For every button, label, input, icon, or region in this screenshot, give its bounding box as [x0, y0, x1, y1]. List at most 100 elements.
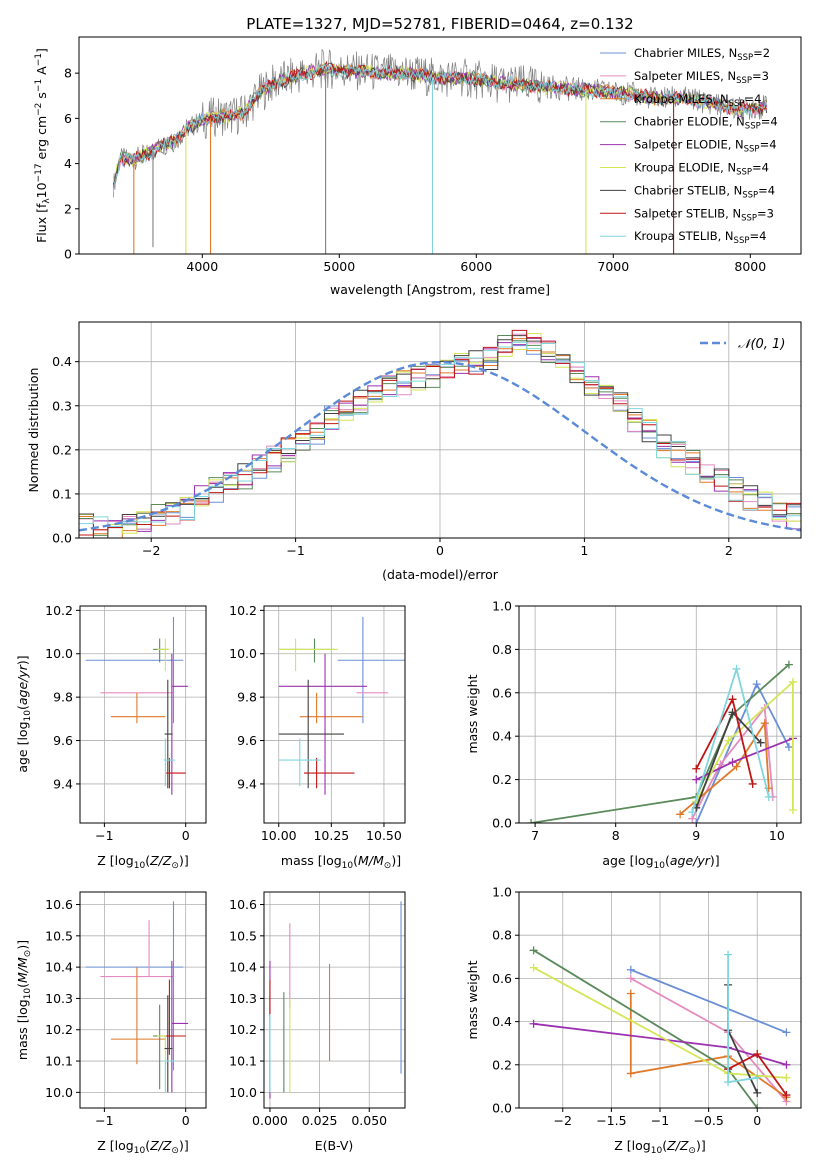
y-tick-label: 8 [64, 66, 72, 81]
x-axis-label: (data-model)/error [382, 567, 499, 582]
x-tick-label: 0 [182, 828, 190, 843]
plot-area [79, 329, 801, 538]
weight-marker-chabrier_stelib [753, 1088, 762, 1097]
y-tick-label: 0.1 [52, 486, 72, 501]
x-tick-label: 9 [692, 828, 700, 843]
weight-vs-age-panel: 7 8 9 10 0.0 0.2 0.4 0.6 0.8 1.0 age [log10(age/yr… [465, 599, 802, 871]
weight-marker-kroupa_elodie [782, 1073, 791, 1082]
x-tick-label: −2 [142, 543, 160, 558]
weight-marker-kroupa_miles [626, 989, 635, 998]
y-tick-label: 0.6 [492, 685, 512, 700]
plot-area [85, 616, 189, 795]
plot-area [112, 48, 768, 254]
weight-marker-chabrier_miles [784, 743, 793, 752]
y-tick-label: 6 [64, 111, 72, 126]
weight-marker-salpeter_stelib [748, 779, 757, 788]
y-tick-label: 10.5 [229, 928, 257, 943]
x-tick-label: 4000 [186, 259, 218, 274]
y-tick-label: 10.2 [45, 1022, 73, 1037]
weight-marker-kroupa_elodie [788, 805, 797, 814]
legend-label-salpeter_stelib: Salpeter STELIB, NSSP=3 [634, 206, 774, 223]
weight-marker-salpeter_elodie [782, 1060, 791, 1069]
y-tick-label: 0.6 [492, 971, 512, 986]
x-tick-label: 10 [769, 828, 785, 843]
y-tick-label: 9.6 [53, 733, 73, 748]
y-tick-label: 10.0 [229, 646, 257, 661]
residuals-panel: −2 −1 0 1 2 0.0 0.1 0.2 0.3 0.4 (data-model)/error… [26, 321, 802, 582]
weight-marker-kroupa_miles [732, 762, 741, 771]
histogram-kroupa_stelib [79, 341, 801, 538]
x-axis-label: Z [log10(Z/Z⊙)] [614, 1138, 705, 1156]
y-tick-label: 10.0 [45, 1085, 73, 1100]
weight-marker-salpeter_stelib [782, 1091, 791, 1100]
x-tick-label: 2 [725, 543, 733, 558]
x-tick-label: 8000 [734, 259, 766, 274]
y-axis-label: mass weight [465, 960, 480, 1039]
x-tick-label: 8 [612, 828, 620, 843]
weight-marker-kroupa_miles [626, 1069, 635, 1078]
y-tick-label: 10.4 [229, 960, 257, 975]
weight-marker-kroupa_stelib [724, 950, 733, 959]
x-axis-label: Z [log10(Z/Z⊙)] [97, 1138, 188, 1156]
axes-frame [79, 891, 207, 1109]
x-tick-label: 0.050 [351, 1113, 387, 1128]
weight-marker-salpeter_stelib [753, 1050, 762, 1058]
weight-marker-chabrier_elodie [753, 1104, 762, 1108]
weight-marker-kroupa_stelib [732, 664, 741, 673]
y-tick-label: 0.4 [492, 1014, 512, 1029]
weight-line-chabrier_miles [630, 968, 787, 1034]
x-axis-label: Z [log10(Z/Z⊙)] [97, 853, 188, 871]
weight-marker-chabrier_miles [692, 819, 701, 823]
x-tick-label: −0.5 [693, 1113, 723, 1128]
weight-marker-kroupa_elodie [788, 677, 797, 686]
y-tick-label: 10.1 [45, 1054, 73, 1069]
weight-marker-kroupa_stelib [688, 808, 697, 817]
plot-area [269, 901, 402, 1099]
y-tick-label: 9.8 [53, 690, 73, 705]
x-tick-label: 0.025 [302, 1113, 338, 1128]
weight-marker-kroupa_stelib [724, 1078, 733, 1087]
y-tick-label: 9.4 [53, 776, 73, 791]
x-tick-label: −1 [286, 543, 304, 558]
age-vs-metallicity-panel: −1 0 9.4 9.6 9.8 10.0 10.2 Z [log10(Z/Z⊙)] age [… [15, 603, 207, 871]
x-tick-label: −2 [554, 1113, 572, 1128]
y-tick-label: 0.8 [492, 928, 512, 943]
x-tick-label: 1 [580, 543, 588, 558]
y-tick-label: 1.0 [492, 885, 512, 900]
y-axis-label: mass weight [465, 674, 480, 753]
weight-line-chabrier_elodie [530, 663, 790, 823]
weight-marker-chabrier_miles [752, 680, 761, 689]
y-tick-label: 0.4 [52, 354, 72, 369]
weight-marker-chabrier_elodie [784, 660, 793, 669]
weight-marker-salpeter_elodie [728, 758, 737, 767]
legend-label-gaussian: 𝒩(0, 1) [738, 337, 785, 352]
legend-label-chabrier_elodie: Chabrier ELODIE, NSSP=4 [634, 115, 778, 132]
legend-label-salpeter_elodie: Salpeter ELODIE, NSSP=4 [634, 138, 777, 155]
weight-line-kroupa_elodie [695, 679, 794, 810]
y-tick-label: 1.0 [492, 599, 512, 614]
y-tick-label: 9.4 [237, 776, 257, 791]
y-axis-label: Normed distribution [26, 368, 41, 493]
weight-line-kroupa_miles [679, 720, 770, 815]
plot-area [529, 946, 791, 1108]
x-tick-label: −1 [95, 828, 113, 843]
x-tick-label: 5000 [323, 259, 355, 274]
x-tick-label: 10.00 [261, 828, 297, 843]
y-axis-label: mass [log10(M/M⊙)] [15, 940, 33, 1060]
gaussian-curve [79, 360, 801, 532]
age-vs-mass-panel: 10.00 10.25 10.50 9.4 9.6 9.8 10.0 10.2 mass [lo… [229, 603, 406, 871]
mass-vs-metallicity-panel: −1 0 10.0 10.1 10.2 10.3 10.4 10.5 10.6 Z [log10(… [15, 891, 207, 1156]
spectrum-model-kroupa_stelib [112, 63, 768, 192]
y-tick-label: 9.6 [237, 733, 257, 748]
x-tick-label: −1 [651, 1113, 669, 1128]
weight-marker-salpeter_stelib [728, 695, 737, 704]
weight-marker-chabrier_miles [626, 965, 635, 974]
axes-frame [79, 605, 207, 824]
x-tick-label: −1 [95, 1113, 113, 1128]
weight-marker-kroupa_stelib [764, 792, 773, 801]
weight-marker-kroupa_miles [676, 810, 685, 819]
axes-frame [263, 891, 406, 1109]
weight-marker-salpeter_elodie [529, 1019, 538, 1028]
weight-vs-metallicity-panel: −2 −1.5 −1 −0.5 0 0.0 0.2 0.4 0.6 0.8 1.0 Z [log10(… [465, 885, 802, 1156]
